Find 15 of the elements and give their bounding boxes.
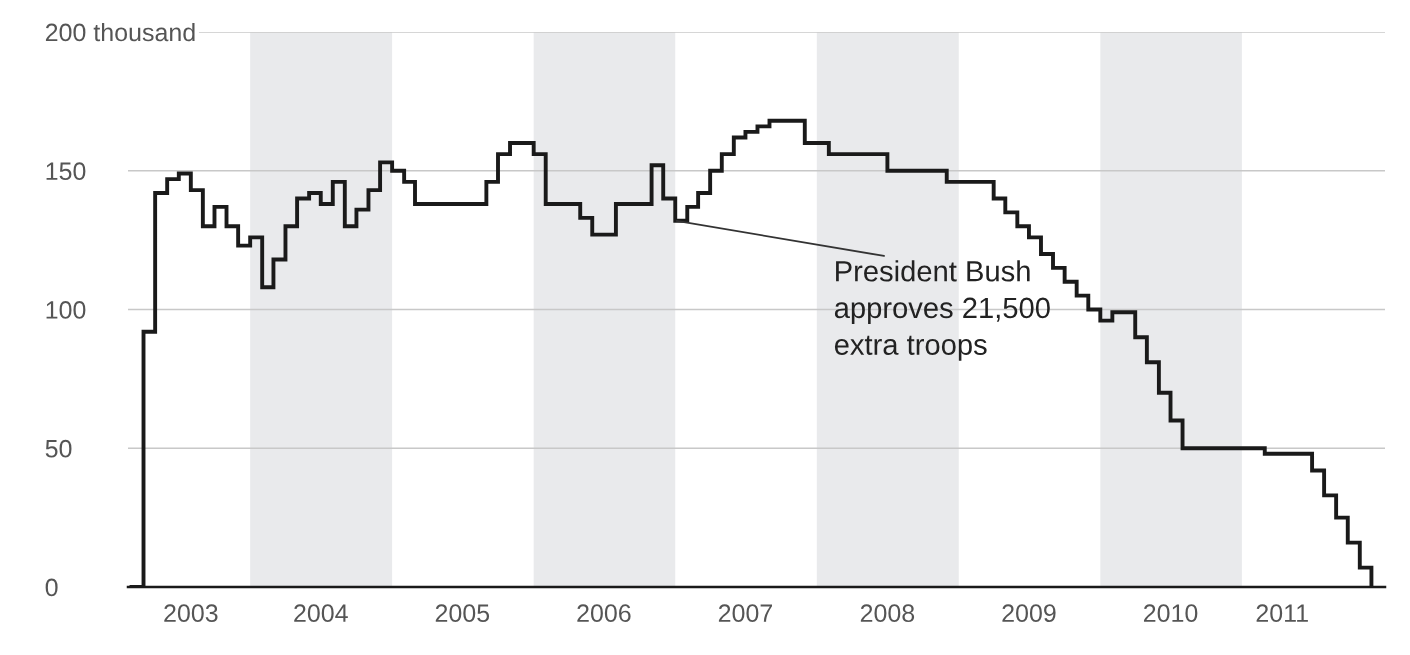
y-tick-label: 50 (45, 439, 72, 458)
y-tick-label: 0 (45, 578, 58, 597)
y-tick-label: 200 thousand (45, 22, 195, 42)
annotation: President Bush approves 21,500 extra troops (834, 260, 1050, 361)
x-tick-label: 2011 (1256, 604, 1308, 623)
x-tick-label: 2007 (718, 604, 772, 623)
x-tick-label: 2005 (435, 604, 490, 623)
y-tick-label: 150 (46, 162, 86, 181)
x-tick-label: 2010 (1143, 604, 1198, 623)
x-tick-label: 2006 (577, 604, 631, 623)
y-tick-label: 100 (46, 301, 86, 319)
x-tick-label: 2008 (860, 604, 915, 623)
x-tick-label: 2004 (294, 604, 348, 623)
x-tick-label: 2009 (1002, 604, 1056, 623)
x-tick-label: 2003 (164, 604, 218, 623)
